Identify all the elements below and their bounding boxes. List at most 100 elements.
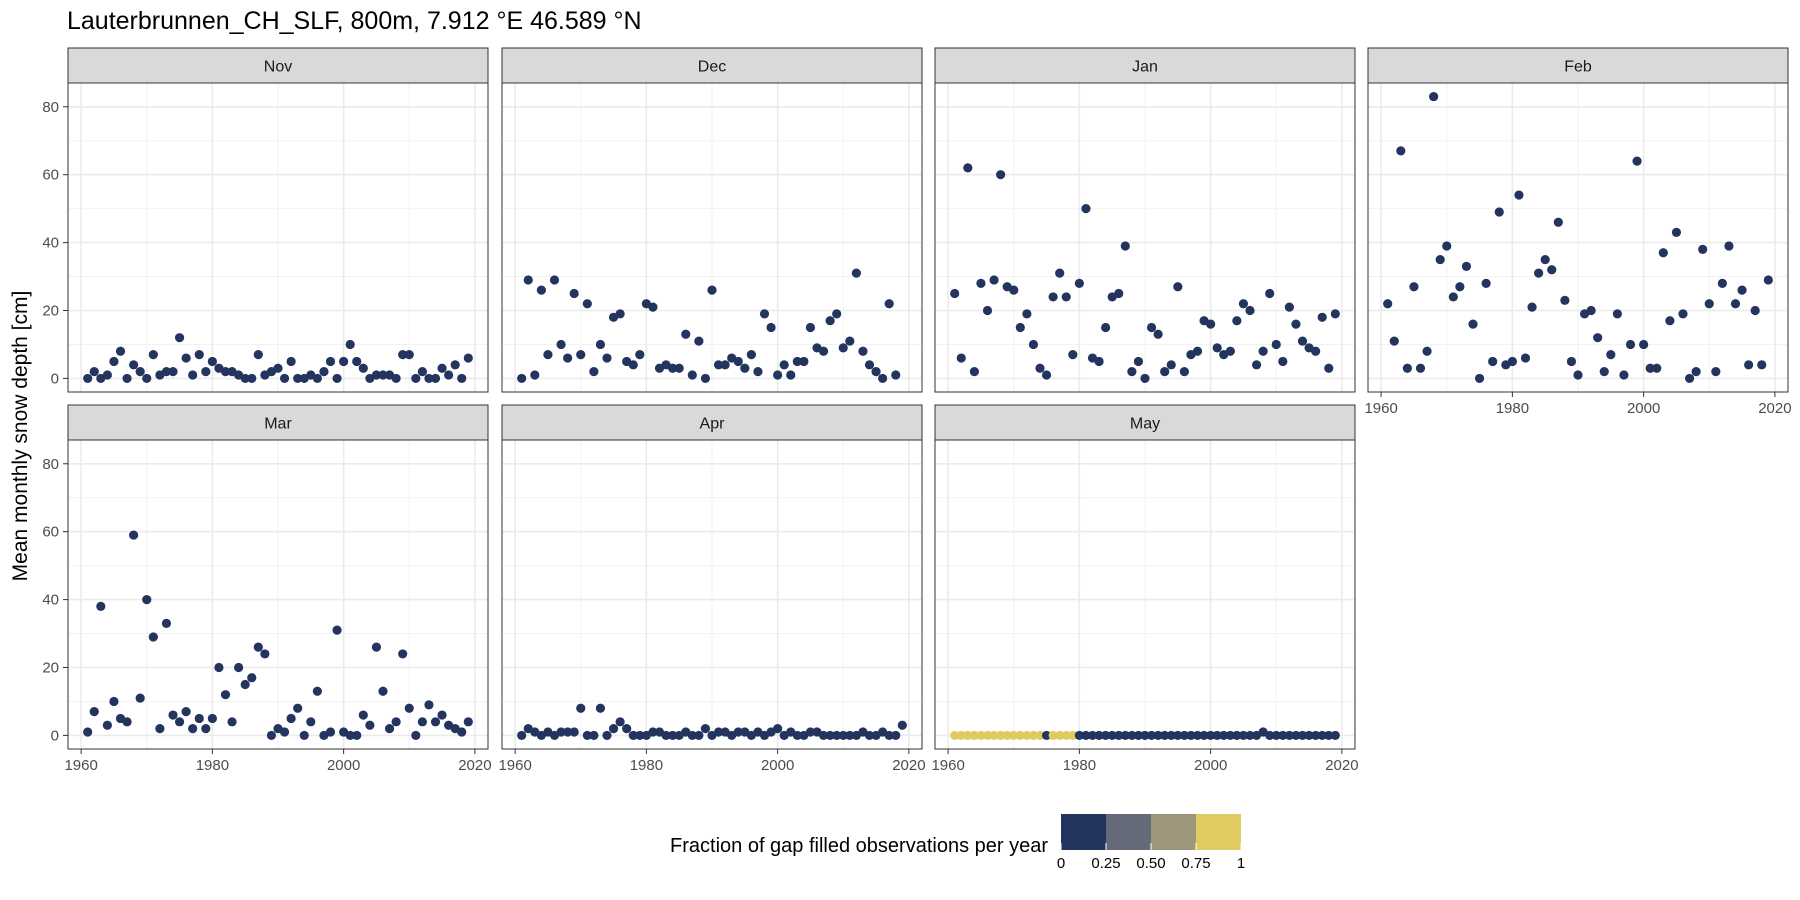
facet-strip-label: Apr (700, 416, 726, 433)
data-point (260, 649, 270, 659)
data-point (1028, 339, 1039, 350)
data-point (220, 367, 231, 377)
data-point (83, 373, 93, 384)
data-point (674, 363, 684, 373)
data-point (1527, 302, 1537, 312)
data-point (1238, 299, 1249, 309)
data-point (122, 717, 132, 727)
data-point (1481, 278, 1491, 288)
data-point (1258, 346, 1268, 356)
data-point (240, 679, 250, 690)
data-point (371, 370, 382, 380)
data-point (773, 370, 783, 380)
data-point (1317, 312, 1327, 322)
data-point (384, 724, 395, 734)
x-tick-label: 2000 (1194, 757, 1227, 774)
data-point (1455, 282, 1465, 292)
x-tick-label: 1980 (1063, 757, 1096, 774)
data-point (989, 730, 999, 741)
data-point (878, 373, 888, 384)
data-point (740, 363, 750, 373)
data-point (1547, 265, 1557, 275)
y-tick-label: 40 (42, 592, 59, 609)
data-point (1540, 254, 1550, 265)
data-point (1520, 353, 1531, 363)
data-point (563, 727, 573, 737)
data-point (864, 730, 875, 741)
data-point (1737, 285, 1747, 295)
data-point (1035, 363, 1045, 373)
data-point (1278, 730, 1288, 741)
x-tick-label: 2020 (1758, 400, 1791, 417)
data-point (1711, 367, 1721, 377)
data-point (227, 717, 237, 727)
data-point (96, 601, 106, 611)
data-point (1514, 190, 1524, 200)
data-point (1297, 730, 1308, 741)
data-point (220, 690, 231, 700)
data-point (1507, 356, 1517, 367)
x-tick-label: 1980 (1496, 400, 1529, 417)
data-point (1291, 319, 1301, 329)
data-point (1101, 322, 1111, 333)
data-point (1717, 278, 1727, 288)
data-point (1750, 305, 1760, 316)
data-point (148, 632, 158, 642)
data-point (858, 346, 868, 356)
data-point (825, 316, 835, 326)
data-point (201, 724, 211, 734)
data-point (129, 360, 139, 370)
data-point (1101, 730, 1111, 741)
data-point (523, 275, 533, 285)
legend-tick-label: 0.50 (1136, 855, 1165, 872)
data-point (615, 717, 625, 727)
data-point (279, 373, 290, 384)
y-tick-label: 60 (42, 524, 59, 541)
data-point (976, 730, 986, 741)
data-point (1297, 336, 1308, 346)
data-point (1238, 730, 1249, 741)
data-point (1317, 730, 1327, 741)
legend-swatch (1151, 814, 1196, 850)
data-point (89, 707, 99, 717)
data-point (1652, 363, 1662, 373)
legend-tick-label: 0 (1057, 855, 1065, 872)
panel-may: May 1960 1980 2000 2020 (931, 404, 1359, 774)
data-point (976, 278, 986, 288)
data-point (306, 717, 316, 727)
data-point (608, 724, 619, 734)
data-point (83, 727, 93, 737)
data-point (825, 730, 835, 741)
data-point (1619, 370, 1629, 380)
data-point (253, 350, 263, 360)
data-point (1015, 322, 1025, 333)
data-point (1179, 730, 1189, 741)
data-point (694, 336, 704, 346)
data-point (148, 350, 158, 360)
data-point (1606, 350, 1616, 360)
data-point (1271, 339, 1281, 350)
data-point (1186, 730, 1196, 741)
data-point (161, 367, 172, 377)
data-point (1435, 254, 1445, 265)
data-point (247, 373, 257, 384)
data-point (543, 350, 553, 360)
data-point (1265, 288, 1275, 299)
data-point (1015, 730, 1025, 741)
data-point (1757, 360, 1767, 370)
data-point (135, 693, 145, 703)
data-point (563, 353, 573, 363)
data-point (299, 730, 309, 741)
data-point (1691, 367, 1701, 377)
data-point (1461, 261, 1472, 271)
data-point (1639, 339, 1649, 350)
data-point (1330, 730, 1340, 741)
data-point (668, 363, 678, 373)
data-point (569, 727, 579, 737)
data-point (1061, 292, 1071, 302)
data-point (1068, 350, 1078, 360)
data-point (1612, 309, 1622, 319)
data-point (1022, 309, 1032, 319)
data-point (1599, 367, 1609, 377)
data-point (1074, 278, 1084, 288)
